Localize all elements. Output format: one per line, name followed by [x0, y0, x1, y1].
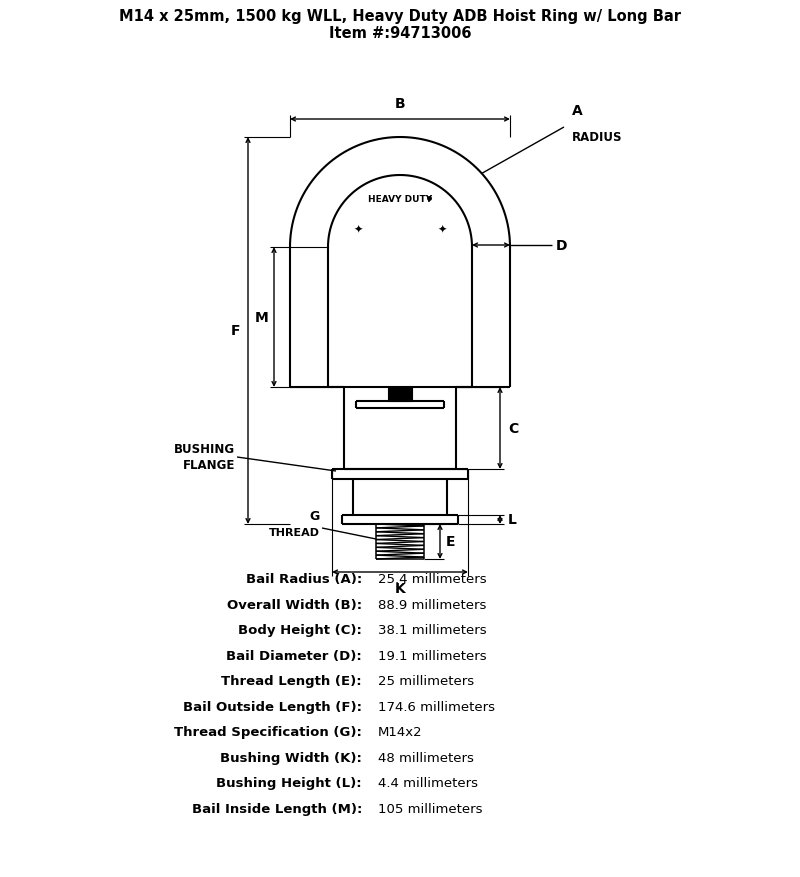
Text: Item #:94713006: Item #:94713006 [329, 26, 471, 41]
Bar [388, 388, 412, 402]
Text: ✦: ✦ [438, 225, 446, 235]
Text: 19.1 millimeters: 19.1 millimeters [378, 649, 486, 662]
Text: F: F [230, 324, 240, 339]
Text: BUSHING: BUSHING [174, 443, 235, 456]
Text: 25 millimeters: 25 millimeters [378, 674, 474, 688]
Text: 88.9 millimeters: 88.9 millimeters [378, 598, 486, 611]
Text: L: L [508, 513, 517, 527]
Text: M: M [254, 310, 268, 324]
Text: Bushing Width (K):: Bushing Width (K): [220, 751, 362, 764]
Text: M14x2: M14x2 [378, 725, 422, 738]
Text: Bail Radius (A):: Bail Radius (A): [246, 573, 362, 586]
Text: 174.6 millimeters: 174.6 millimeters [378, 700, 495, 713]
Text: E: E [446, 535, 455, 549]
Text: 4.4 millimeters: 4.4 millimeters [378, 777, 478, 789]
Text: Body Height (C):: Body Height (C): [238, 624, 362, 637]
Text: C: C [508, 422, 518, 436]
Text: Overall Width (B):: Overall Width (B): [227, 598, 362, 611]
Text: B: B [394, 96, 406, 111]
Text: Bushing Height (L):: Bushing Height (L): [216, 777, 362, 789]
Text: A: A [572, 103, 582, 118]
Text: HEAVY DUTY: HEAVY DUTY [368, 195, 432, 203]
Text: Thread Length (E):: Thread Length (E): [222, 674, 362, 688]
Text: Bail Inside Length (M):: Bail Inside Length (M): [192, 802, 362, 815]
Text: FLANGE: FLANGE [182, 459, 235, 472]
Text: M14 x 25mm, 1500 kg WLL, Heavy Duty ADB Hoist Ring w/ Long Bar: M14 x 25mm, 1500 kg WLL, Heavy Duty ADB … [119, 9, 681, 24]
Text: THREAD: THREAD [269, 527, 320, 538]
Text: 48 millimeters: 48 millimeters [378, 751, 474, 764]
Text: Thread Specification (G):: Thread Specification (G): [174, 725, 362, 738]
Text: K: K [394, 581, 406, 595]
Text: G: G [310, 510, 320, 523]
Text: 25.4 millimeters: 25.4 millimeters [378, 573, 486, 586]
Text: 38.1 millimeters: 38.1 millimeters [378, 624, 486, 637]
Text: Bail Diameter (D):: Bail Diameter (D): [226, 649, 362, 662]
Text: D: D [556, 239, 567, 253]
Text: 105 millimeters: 105 millimeters [378, 802, 482, 815]
Text: RADIUS: RADIUS [572, 131, 622, 144]
Text: Bail Outside Length (F):: Bail Outside Length (F): [183, 700, 362, 713]
Text: ✦: ✦ [354, 225, 362, 235]
